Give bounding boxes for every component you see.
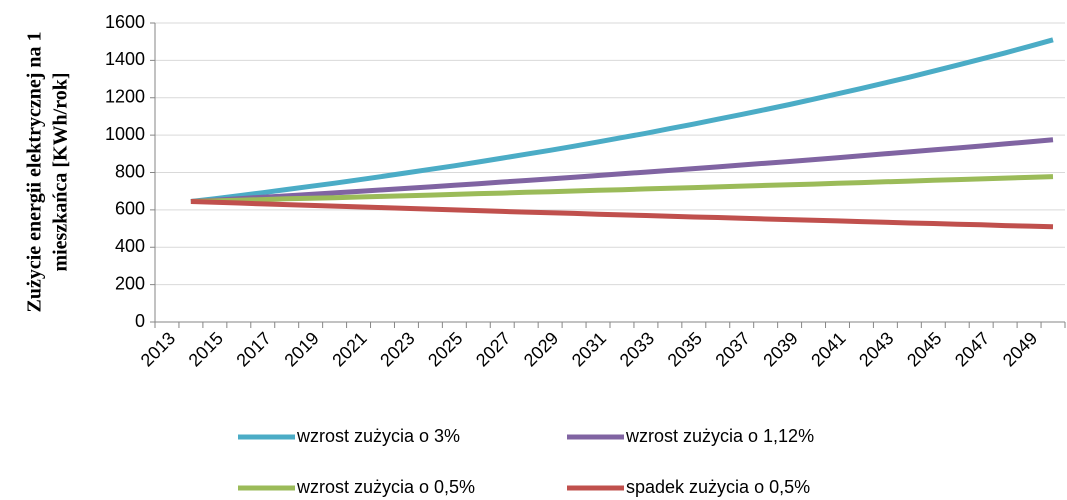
legend-label: wzrost zużycia o 3%	[296, 426, 460, 446]
y-tick-label: 0	[135, 311, 145, 331]
x-tick-label: 2027	[472, 328, 514, 370]
series-line	[190, 174, 1054, 204]
y-tick-label: 1400	[105, 49, 145, 69]
series-line	[190, 37, 1054, 204]
x-tick-label: 2045	[903, 328, 945, 370]
x-tick-label: 2035	[664, 328, 706, 370]
x-tick-label: 2013	[137, 328, 179, 370]
legend-label: wzrost zużycia o 0,5%	[296, 477, 475, 497]
y-tick-label: 600	[115, 199, 145, 219]
x-tick-label: 2021	[328, 328, 370, 370]
y-tick-label: 1200	[105, 87, 145, 107]
x-tick-label: 2025	[424, 328, 466, 370]
x-tick-label: 2037	[711, 328, 753, 370]
x-tick-label: 2031	[568, 328, 610, 370]
y-tick-label: 200	[115, 273, 145, 293]
x-tick-label: 2015	[185, 328, 227, 370]
x-tick-label: 2047	[951, 328, 993, 370]
y-tick-label: 800	[115, 161, 145, 181]
y-axis-title: Zużycie energii elektrycznej na 1	[24, 31, 46, 312]
series-line	[190, 137, 1054, 204]
x-tick-label: 2043	[855, 328, 897, 370]
x-tick-label: 2041	[807, 328, 849, 370]
x-tick-label: 2019	[280, 328, 322, 370]
x-tick-label: 2039	[759, 328, 801, 370]
x-tick-label: 2017	[232, 328, 274, 370]
legend-label: wzrost zużycia o 1,12%	[625, 426, 814, 446]
legend-label: spadek zużycia o 0,5%	[626, 477, 810, 497]
y-tick-label: 400	[115, 236, 145, 256]
y-tick-label: 1600	[105, 12, 145, 32]
y-tick-label: 1000	[105, 124, 145, 144]
x-tick-label: 2033	[616, 328, 658, 370]
series-line	[190, 199, 1054, 230]
x-tick-label: 2023	[376, 328, 418, 370]
x-tick-label: 2029	[520, 328, 562, 370]
y-axis-title: mieszkańca [KWh/rok]	[50, 72, 72, 271]
x-tick-label: 2049	[999, 328, 1041, 370]
